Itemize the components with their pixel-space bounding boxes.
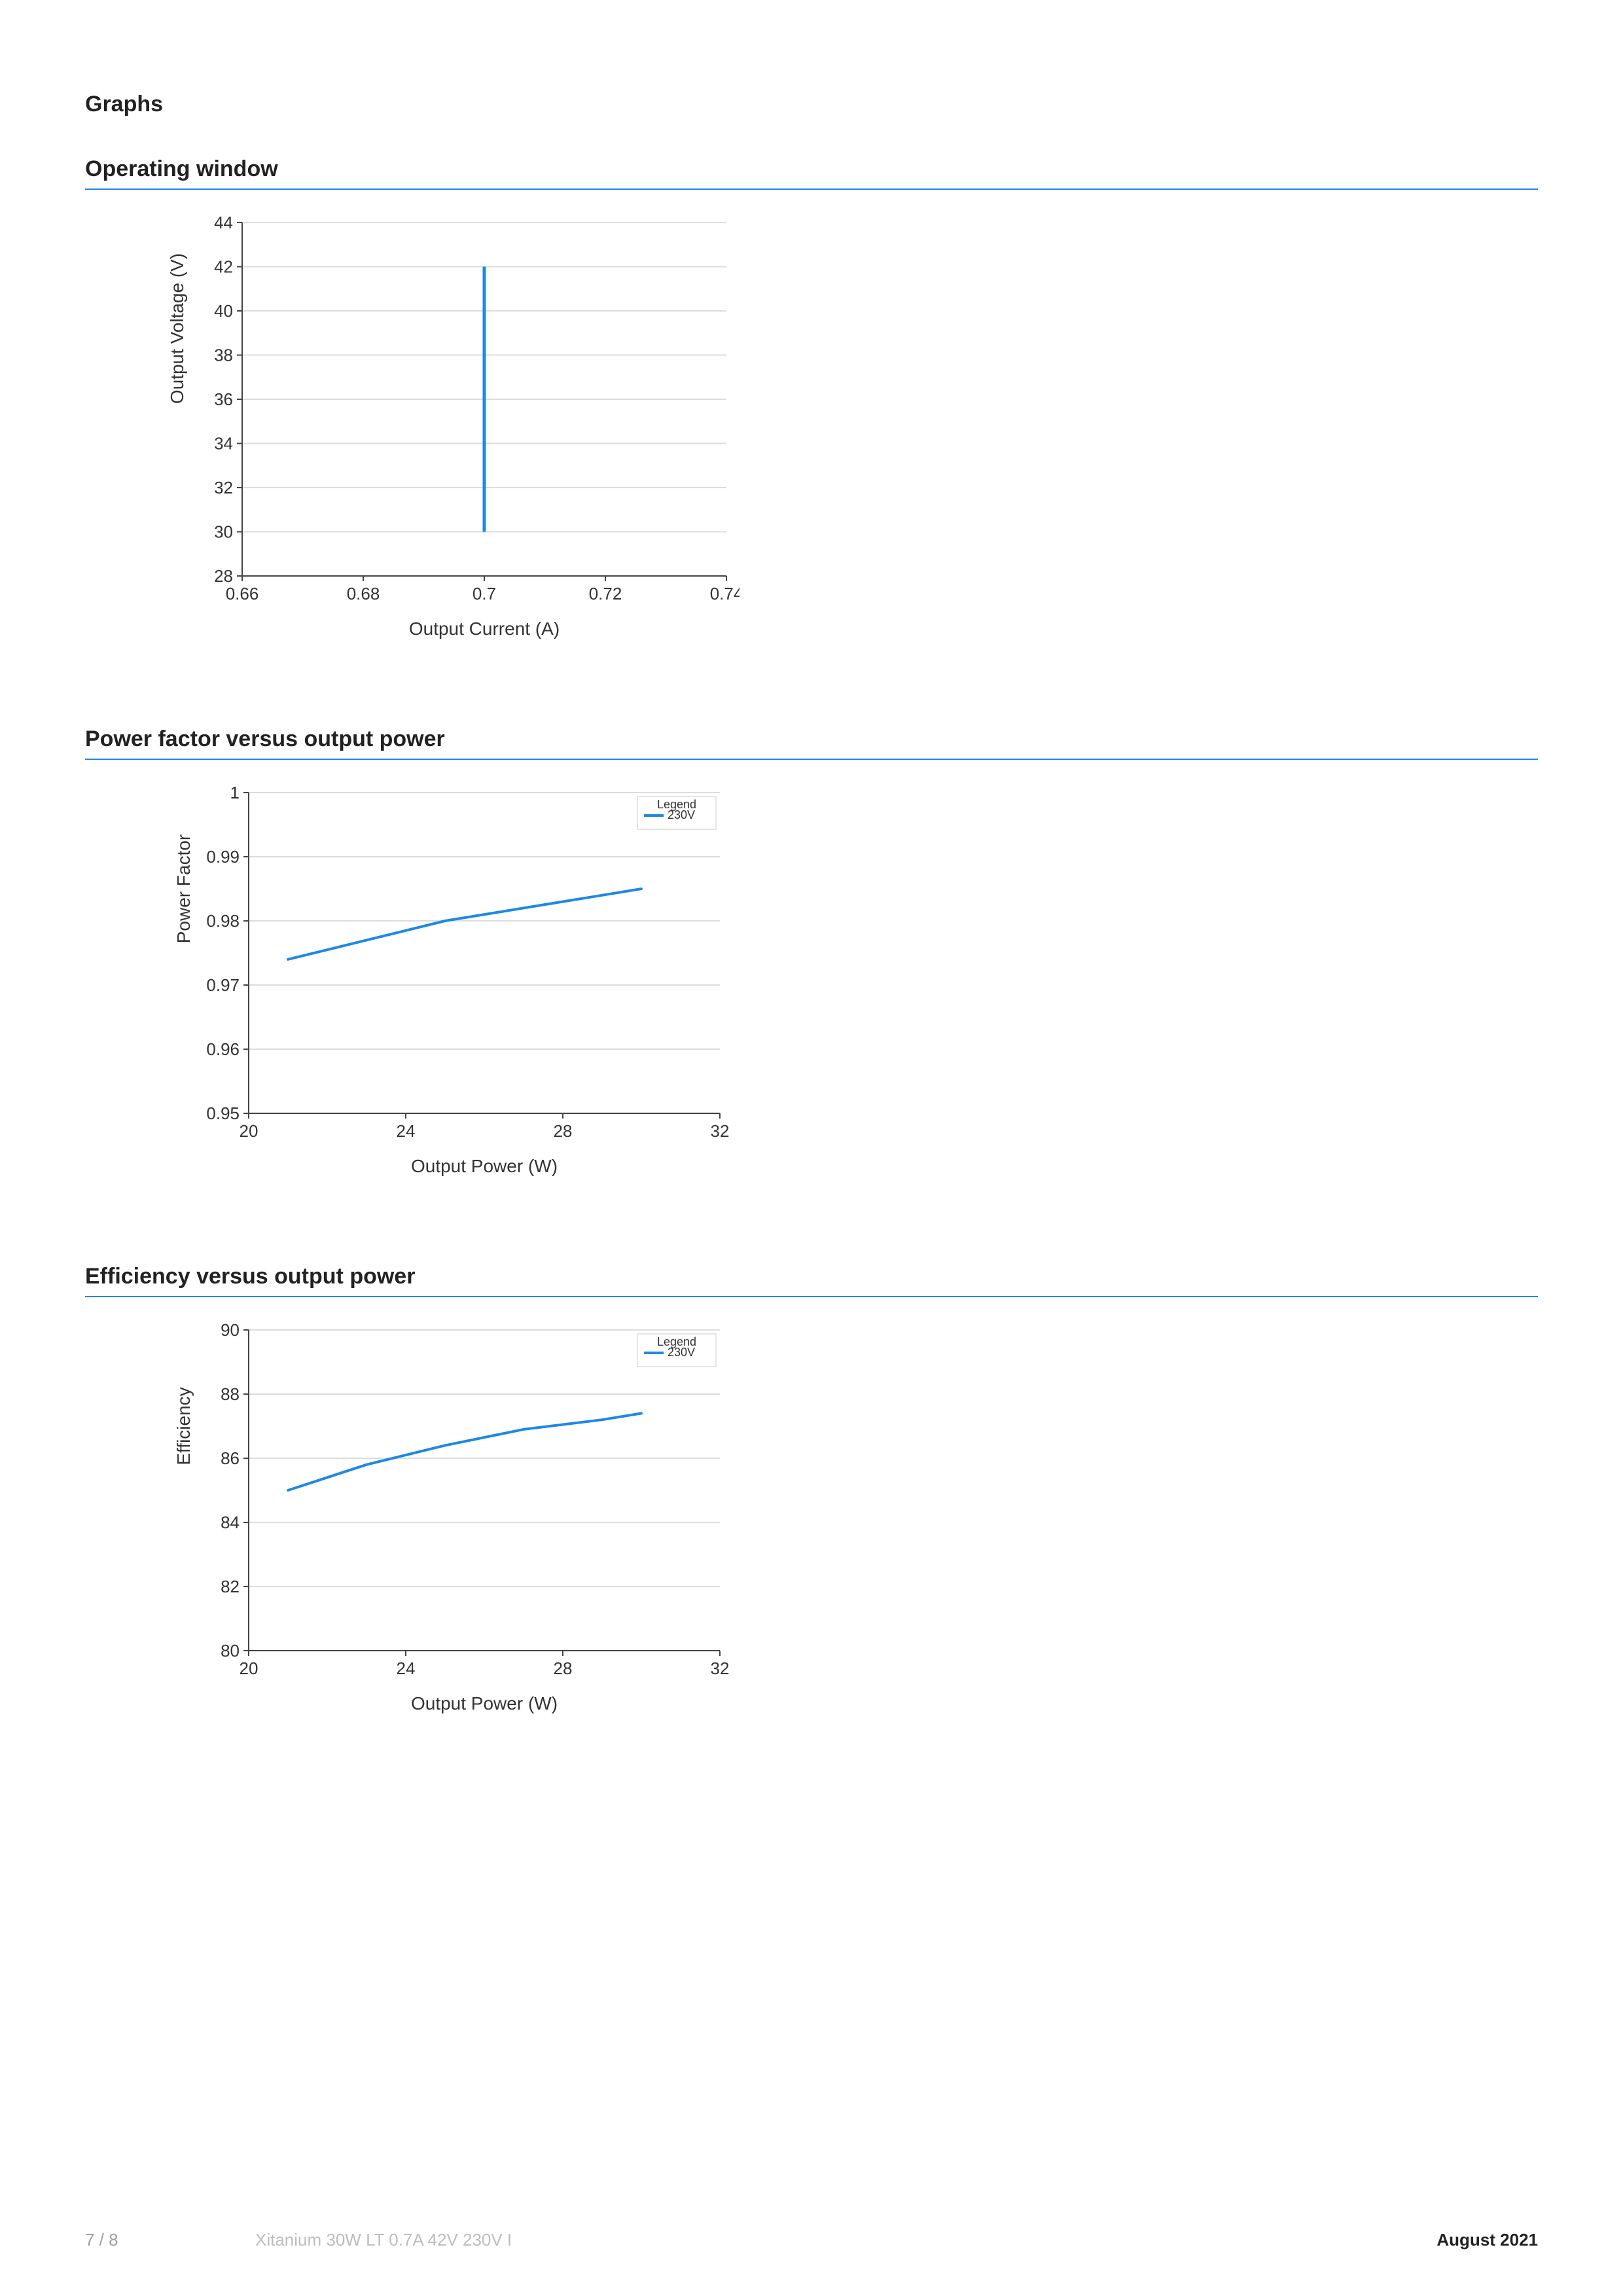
svg-text:0.74: 0.74 [710,584,740,603]
footer-date: August 2021 [1436,2230,1538,2250]
chart-svg-wrap: 80 82 84 86 88 90 20 24 28 32 Output Power (W) Effi… [164,1323,1538,1723]
svg-text:24: 24 [397,1659,416,1678]
chart-title-row: Efficiency versus output power [85,1264,1538,1297]
svg-text:30: 30 [214,522,233,542]
svg-text:0.7: 0.7 [473,584,496,603]
svg-text:80: 80 [221,1641,240,1660]
svg-text:0.96: 0.96 [206,1039,240,1059]
chart-svg-wrap: 28 30 32 34 36 38 40 42 44 0.66 0.68 0.7 0.72 0.74 Out… [164,216,1538,648]
svg-text:86: 86 [221,1448,240,1468]
svg-text:0.98: 0.98 [206,911,240,931]
svg-text:Output Power (W): Output Power (W) [411,1693,558,1713]
svg-text:Output Voltage (V): Output Voltage (V) [167,253,187,404]
chart-svg-wrap: 0.95 0.96 0.97 0.98 0.99 1 20 24 28 32 Output Powe… [164,786,1538,1185]
svg-text:0.97: 0.97 [206,975,240,995]
svg-text:42: 42 [214,257,233,277]
chart-title-row: Power factor versus output power [85,726,1538,760]
svg-text:88: 88 [221,1384,240,1404]
svg-text:32: 32 [711,1121,730,1141]
svg-text:1: 1 [230,786,240,802]
svg-text:20: 20 [240,1659,259,1678]
chart-title-row: Operating window [85,156,1538,190]
chart-svg-efficiency: 80 82 84 86 88 90 20 24 28 32 Output Power (W) Effi… [164,1323,733,1723]
svg-text:90: 90 [221,1323,240,1340]
chart-efficiency: Efficiency versus output power 808284868… [85,1264,1538,1723]
svg-text:Output Current (A): Output Current (A) [409,619,560,639]
chart-title: Power factor versus output power [85,726,1538,752]
svg-text:0.95: 0.95 [206,1103,240,1123]
chart-title: Operating window [85,156,1538,182]
svg-text:28: 28 [214,566,233,586]
svg-text:0.66: 0.66 [226,584,259,603]
svg-text:32: 32 [214,478,233,497]
chart-title: Efficiency versus output power [85,1264,1538,1289]
svg-text:20: 20 [240,1121,259,1141]
svg-text:Power Factor: Power Factor [173,834,194,944]
svg-text:28: 28 [554,1121,573,1141]
svg-text:28: 28 [554,1659,573,1678]
chart-svg-power-factor: 0.95 0.96 0.97 0.98 0.99 1 20 24 28 32 Output Powe… [164,786,733,1185]
section-heading: Graphs [85,92,1538,117]
svg-text:230V: 230V [668,1346,695,1359]
page-footer: 7 / 8 Xitanium 30W LT 0.7A 42V 230V I Au… [85,2230,1538,2250]
product-name: Xitanium 30W LT 0.7A 42V 230V I [255,2230,1436,2250]
svg-text:36: 36 [214,389,233,409]
chart-power-factor: Power factor versus output power 0.950.9… [85,726,1538,1185]
svg-text:0.99: 0.99 [206,847,240,867]
chart-svg-operating-window: 28 30 32 34 36 38 40 42 44 0.66 0.68 0.7 0.72 0.74 Out… [164,216,740,648]
svg-text:82: 82 [221,1577,240,1596]
svg-text:Output Power (W): Output Power (W) [411,1156,558,1176]
svg-text:0.68: 0.68 [347,584,380,603]
svg-text:24: 24 [397,1121,416,1141]
svg-text:Efficiency: Efficiency [173,1387,194,1465]
page: Graphs Operating window 28 30 32 34 36 38 40 42… [0,0,1623,2296]
chart-operating-window: Operating window 28 30 32 34 36 38 40 42 44 0.66 0… [85,156,1538,648]
svg-text:230V: 230V [668,808,695,821]
svg-text:34: 34 [214,434,233,454]
svg-text:0.72: 0.72 [589,584,622,603]
svg-text:32: 32 [711,1659,730,1678]
svg-text:38: 38 [214,346,233,365]
svg-text:40: 40 [214,301,233,321]
svg-text:44: 44 [214,216,233,232]
svg-text:84: 84 [221,1513,240,1532]
page-number: 7 / 8 [85,2230,255,2250]
